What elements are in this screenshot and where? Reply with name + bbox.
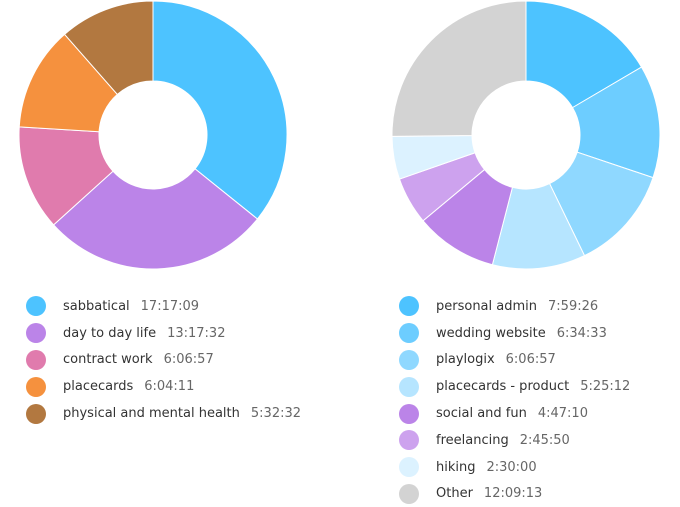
legend-label: physical and mental health bbox=[63, 406, 240, 422]
legend-duration: 13:17:32 bbox=[167, 325, 226, 341]
legend-item[interactable]: placecards 6:04:11 bbox=[26, 373, 301, 400]
legend-label: personal admin bbox=[436, 298, 538, 314]
legend-item[interactable]: hiking 2:30:00 bbox=[399, 454, 630, 481]
legend-duration: 4:47:10 bbox=[537, 406, 588, 422]
legend-item[interactable]: day to day life 13:17:32 bbox=[26, 320, 301, 347]
legend-duration: 12:09:13 bbox=[483, 486, 543, 502]
legend-swatch bbox=[26, 296, 46, 317]
legend-duration: 2:30:00 bbox=[486, 459, 537, 475]
legend-label: freelancing bbox=[436, 432, 509, 448]
donut-chart-right bbox=[391, 0, 661, 270]
legend-label: wedding website bbox=[436, 325, 546, 341]
legend-label: social and fun bbox=[436, 406, 527, 422]
donut-slice-personal-admin[interactable] bbox=[525, 0, 643, 109]
legend-item[interactable]: freelancing 2:45:50 bbox=[399, 427, 630, 454]
legend-duration: 7:59:26 bbox=[548, 298, 599, 314]
legend-label: placecards bbox=[63, 379, 134, 395]
legend-item[interactable]: Other 12:09:13 bbox=[399, 481, 630, 507]
legend-swatch bbox=[26, 323, 46, 344]
legend-swatch bbox=[26, 376, 46, 397]
legend-duration: 5:32:32 bbox=[250, 406, 302, 422]
legend-label: Other bbox=[436, 486, 473, 502]
legend-left: sabbatical 17:17:09 day to day life 13:17:3… bbox=[26, 293, 301, 427]
legend-item[interactable]: placecards - product 5:25:12 bbox=[399, 373, 630, 400]
legend-right: personal admin 7:59:26 wedding website 6:34… bbox=[399, 293, 630, 507]
donut-slice-other[interactable] bbox=[391, 0, 527, 137]
legend-duration: 17:17:09 bbox=[140, 298, 200, 314]
donut-chart-left bbox=[18, 0, 288, 270]
donut-slice-physical-and-mental-health[interactable] bbox=[63, 0, 154, 96]
legend-swatch bbox=[26, 403, 46, 424]
legend-duration: 6:34:33 bbox=[556, 325, 607, 341]
legend-swatch bbox=[26, 349, 46, 370]
legend-label: placecards - product bbox=[436, 379, 570, 395]
legend-swatch bbox=[399, 296, 419, 317]
legend-item[interactable]: social and fun 4:47:10 bbox=[399, 400, 630, 427]
legend-duration: 5:25:12 bbox=[580, 379, 631, 395]
legend-swatch bbox=[399, 323, 419, 344]
legend-label: day to day life bbox=[63, 325, 157, 341]
legend-swatch bbox=[399, 376, 419, 397]
legend-duration: 2:45:50 bbox=[519, 432, 570, 448]
legend-label: sabbatical bbox=[63, 298, 130, 314]
legend-item[interactable]: personal admin 7:59:26 bbox=[399, 293, 630, 320]
legend-label: playlogix bbox=[436, 352, 495, 368]
donut-slice-day-to-day-life[interactable] bbox=[52, 168, 259, 270]
legend-item[interactable]: sabbatical 17:17:09 bbox=[26, 293, 301, 320]
legend-item[interactable]: physical and mental health 5:32:32 bbox=[26, 400, 301, 427]
legend-swatch bbox=[399, 457, 419, 478]
legend-swatch bbox=[399, 403, 419, 424]
legend-swatch bbox=[399, 430, 419, 451]
legend-swatch bbox=[399, 349, 419, 370]
legend-label: contract work bbox=[63, 352, 153, 368]
legend-item[interactable]: playlogix 6:06:57 bbox=[399, 347, 630, 374]
legend-label: hiking bbox=[436, 459, 476, 475]
legend-duration: 6:04:11 bbox=[144, 379, 195, 395]
legend-swatch bbox=[399, 483, 419, 504]
legend-duration: 6:06:57 bbox=[163, 352, 214, 368]
legend-item[interactable]: wedding website 6:34:33 bbox=[399, 320, 630, 347]
legend-item[interactable]: contract work 6:06:57 bbox=[26, 347, 301, 374]
donut-slice-sabbatical[interactable] bbox=[152, 0, 288, 220]
legend-duration: 6:06:57 bbox=[505, 352, 556, 368]
